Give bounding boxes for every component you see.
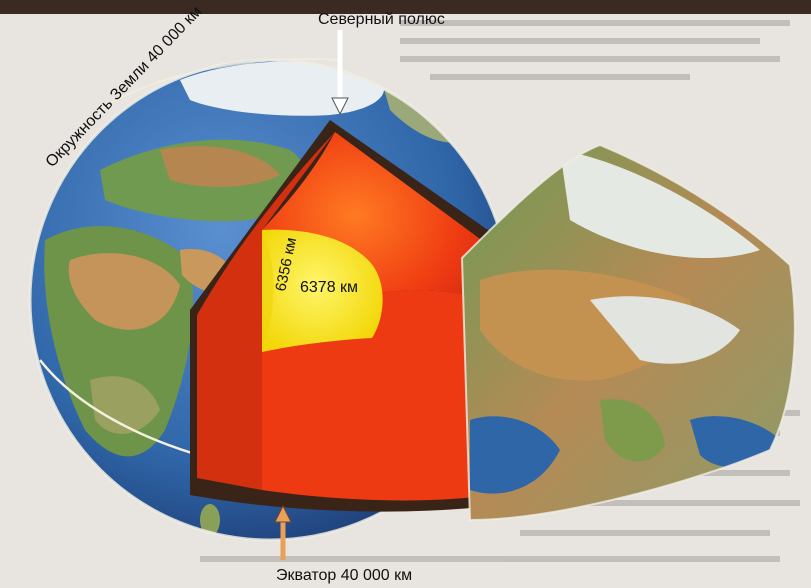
globe-landmasses	[44, 61, 470, 536]
mantle-front-face	[262, 290, 492, 501]
top-dark-band	[0, 0, 811, 14]
equator-arrow-icon	[274, 504, 292, 560]
wedge-landmasses	[470, 150, 780, 494]
inner-core-shade	[262, 230, 274, 352]
cutaway-interior	[190, 120, 508, 512]
equatorial-radius-label: 6378 км	[300, 279, 358, 296]
inner-core	[262, 229, 383, 352]
wedge-outline	[460, 143, 796, 522]
equator-label: Экватор 40 000 км	[276, 567, 412, 584]
mantle-left-face	[197, 132, 335, 490]
north-pole-label: Северный полюс	[318, 11, 445, 28]
north-pole-arrow-icon	[331, 30, 349, 116]
removed-wedge	[460, 143, 796, 522]
